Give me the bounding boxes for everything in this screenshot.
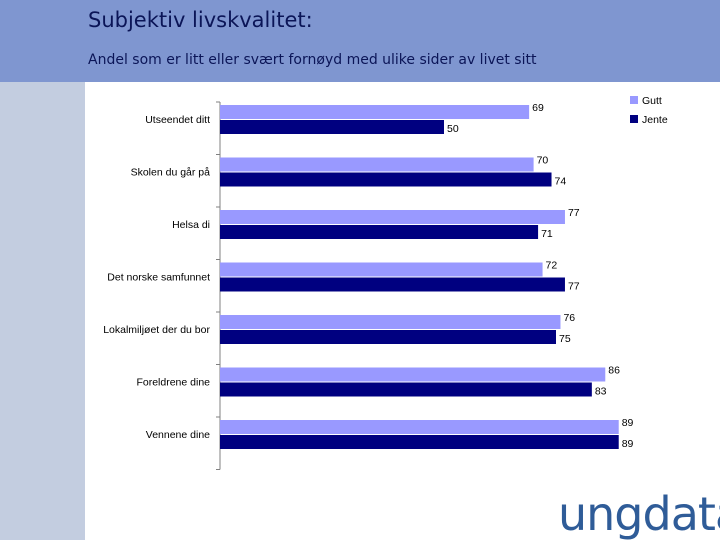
data-label: 72 [546, 260, 558, 272]
data-label: 76 [563, 312, 575, 324]
category-label: Lokalmiljøet der du bor [103, 324, 210, 336]
data-label: 70 [537, 155, 549, 167]
bar-gutt [220, 367, 606, 382]
category-label: Utseendet ditt [145, 114, 210, 126]
category-label: Det norske samfunnet [107, 272, 210, 284]
bar-gutt [220, 262, 543, 277]
bar-jente [220, 435, 619, 449]
ungdata-logo: ungdata [558, 487, 720, 541]
category-label: Skolen du går på [131, 167, 211, 179]
legend-label: Jente [642, 114, 668, 126]
data-label: 69 [532, 102, 544, 114]
data-label: 83 [595, 386, 607, 398]
bar-gutt [220, 315, 561, 329]
category-label: Vennene dine [146, 429, 210, 441]
bar-gutt [220, 157, 534, 172]
data-label: 77 [568, 281, 580, 293]
page-title: Subjektiv livskvalitet: [88, 8, 313, 32]
bar-jente [220, 277, 565, 292]
bar-gutt [220, 420, 619, 434]
left-sidebar-band [0, 82, 85, 540]
bar-jente [220, 382, 592, 397]
header-band: Subjektiv livskvalitet: Andel som er lit… [0, 0, 720, 82]
bar-jente [220, 120, 444, 134]
bar-jente [220, 330, 556, 344]
bar-jente [220, 225, 539, 239]
data-label: 75 [559, 333, 571, 345]
bar-chart: Utseendet ditt 69 50 Skolen du går på 70 74 He… [103, 95, 668, 470]
category-label: Helsa di [172, 219, 210, 231]
bar-gutt [220, 210, 565, 224]
data-label: 86 [608, 365, 620, 377]
bar-gutt [220, 105, 530, 119]
bar-jente [220, 172, 552, 187]
data-label: 89 [622, 417, 634, 429]
data-label: 89 [622, 438, 634, 450]
page-subtitle: Andel som er litt eller svært fornøyd me… [88, 52, 537, 68]
category-label: Foreldrene dine [136, 377, 210, 389]
legend-label: Gutt [642, 95, 662, 107]
data-label: 71 [541, 228, 553, 240]
data-label: 74 [555, 176, 567, 188]
legend-swatch-jente [630, 115, 638, 123]
data-label: 50 [447, 123, 459, 135]
legend-swatch-gutt [630, 96, 638, 104]
data-label: 77 [568, 207, 580, 219]
